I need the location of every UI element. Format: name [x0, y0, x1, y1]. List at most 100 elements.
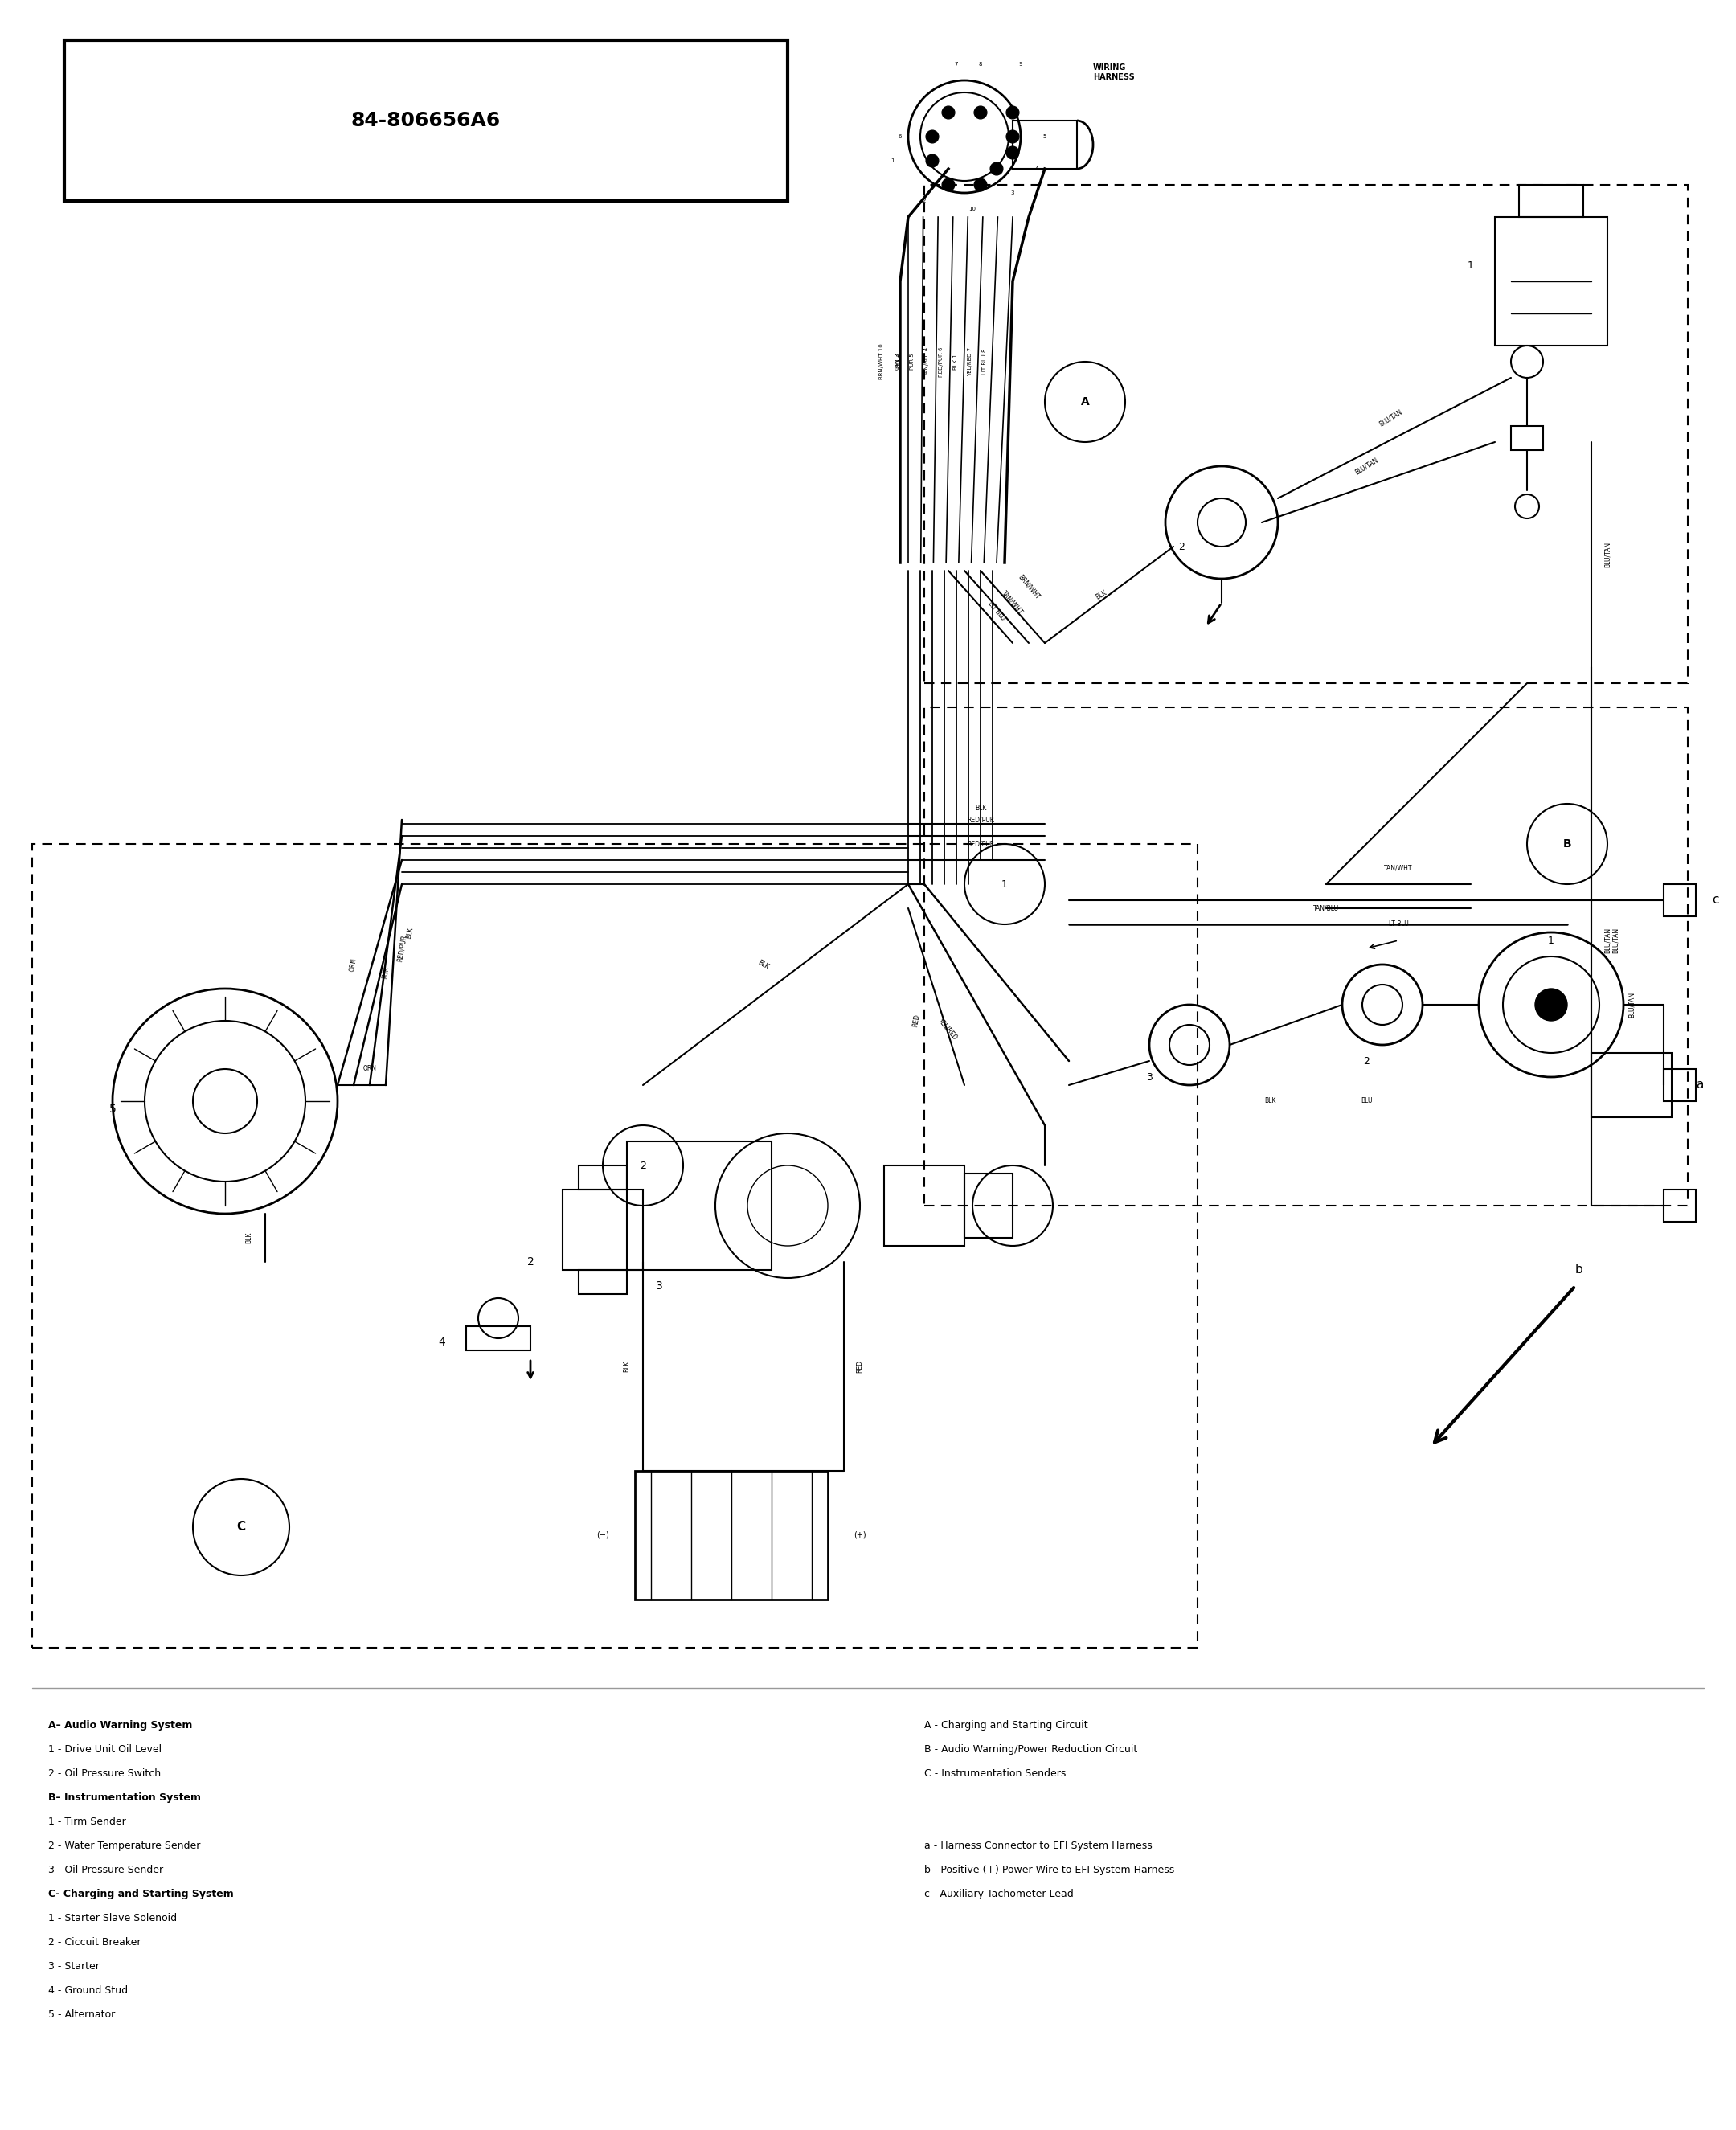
Circle shape — [943, 179, 955, 192]
Text: BLU/TAN: BLU/TAN — [1604, 927, 1611, 954]
Text: PUR 5: PUR 5 — [910, 354, 915, 371]
Text: 3 - Starter: 3 - Starter — [49, 1962, 99, 1972]
Text: 1: 1 — [1549, 935, 1554, 946]
Text: LIT BLU: LIT BLU — [986, 601, 1007, 622]
Text: RED: RED — [911, 1014, 920, 1029]
Text: A– Audio Warning System: A– Audio Warning System — [49, 1721, 193, 1730]
Text: 4: 4 — [439, 1338, 446, 1348]
Bar — [924, 185, 1687, 684]
Text: BLK 1: BLK 1 — [953, 354, 958, 371]
Text: 2: 2 — [528, 1257, 535, 1267]
Text: BLU/TAN: BLU/TAN — [1604, 541, 1611, 567]
Text: BLU/TAN: BLU/TAN — [1611, 927, 1620, 954]
Circle shape — [990, 162, 1003, 175]
Text: GRY 2: GRY 2 — [896, 354, 901, 371]
Bar — [1663, 884, 1696, 916]
Text: BRN/WHT 10: BRN/WHT 10 — [878, 343, 884, 379]
Text: 2 - Water Temperature Sender: 2 - Water Temperature Sender — [49, 1840, 200, 1851]
Text: RED/PUR 6: RED/PUR 6 — [939, 347, 944, 377]
Text: c: c — [1712, 895, 1719, 905]
Text: 2: 2 — [922, 198, 925, 202]
Text: c - Auxiliary Tachometer Lead: c - Auxiliary Tachometer Lead — [924, 1889, 1073, 1900]
Text: C: C — [236, 1521, 245, 1534]
Text: RED/PUR: RED/PUR — [396, 935, 408, 963]
Text: 1: 1 — [891, 158, 894, 164]
Circle shape — [1535, 988, 1568, 1020]
Bar — [627, 1142, 771, 1269]
Text: A: A — [1082, 396, 1088, 407]
Text: BLK: BLK — [1094, 588, 1108, 601]
Text: LT BLU: LT BLU — [1389, 920, 1408, 929]
Text: BRN/WHT: BRN/WHT — [1017, 573, 1042, 601]
Bar — [1663, 1069, 1696, 1101]
Bar — [64, 40, 788, 200]
Text: BLU: BLU — [1361, 1097, 1371, 1105]
Text: 9: 9 — [1019, 62, 1023, 66]
Text: 1 - Tirm Sender: 1 - Tirm Sender — [49, 1817, 127, 1828]
Text: 3: 3 — [1010, 190, 1014, 196]
Bar — [578, 1269, 627, 1295]
Text: LIT BLU 8: LIT BLU 8 — [983, 349, 988, 375]
Text: 7: 7 — [955, 62, 958, 66]
Text: b - Positive (+) Power Wire to EFI System Harness: b - Positive (+) Power Wire to EFI Syste… — [924, 1864, 1175, 1874]
Text: ORN: ORN — [363, 1065, 377, 1074]
Text: 5 - Alternator: 5 - Alternator — [49, 2009, 115, 2019]
Text: RED/PUR: RED/PUR — [967, 816, 995, 824]
Circle shape — [974, 179, 988, 192]
Text: C - Instrumentation Senders: C - Instrumentation Senders — [924, 1768, 1066, 1779]
Circle shape — [925, 130, 939, 143]
Bar — [1592, 1052, 1672, 1118]
Bar — [467, 1327, 531, 1350]
Bar — [1510, 426, 1543, 449]
Text: YEL/RED 7: YEL/RED 7 — [967, 347, 972, 377]
Text: PUR: PUR — [382, 965, 391, 980]
Bar — [33, 843, 1198, 1649]
Text: ORN: ORN — [349, 956, 358, 971]
Bar — [965, 1174, 1012, 1238]
Text: B - Audio Warning/Power Reduction Circuit: B - Audio Warning/Power Reduction Circui… — [924, 1744, 1137, 1755]
Text: 3: 3 — [656, 1280, 663, 1291]
Text: BLU/TAN: BLU/TAN — [1378, 409, 1403, 428]
Text: RED/PUR: RED/PUR — [967, 841, 995, 848]
Circle shape — [1007, 130, 1019, 143]
Text: 5: 5 — [1043, 134, 1047, 138]
Bar — [1012, 121, 1076, 168]
Text: B: B — [1562, 839, 1571, 850]
Text: BLK: BLK — [974, 805, 986, 812]
Text: 6: 6 — [898, 134, 903, 138]
Text: BLK: BLK — [245, 1231, 253, 1244]
Text: BLU/TAN: BLU/TAN — [1628, 993, 1635, 1018]
Text: RED: RED — [856, 1359, 863, 1374]
Text: 2 - Oil Pressure Switch: 2 - Oil Pressure Switch — [49, 1768, 161, 1779]
Bar — [578, 1165, 627, 1189]
Text: 10: 10 — [969, 207, 976, 211]
Bar — [1495, 217, 1608, 345]
Text: 1 - Drive Unit Oil Level: 1 - Drive Unit Oil Level — [49, 1744, 161, 1755]
Text: 2: 2 — [641, 1161, 646, 1172]
Text: 5: 5 — [109, 1103, 116, 1114]
Circle shape — [1007, 106, 1019, 119]
Circle shape — [974, 106, 988, 119]
Bar — [924, 707, 1687, 1206]
Circle shape — [1007, 147, 1019, 160]
Text: a: a — [1696, 1080, 1703, 1091]
Text: TAN/BLU 4: TAN/BLU 4 — [924, 347, 929, 377]
Text: TAN/WHT: TAN/WHT — [1384, 865, 1413, 871]
Text: BLK: BLK — [1264, 1097, 1276, 1105]
Text: 4: 4 — [1035, 166, 1038, 170]
Text: 3: 3 — [1146, 1071, 1153, 1082]
Bar — [635, 1472, 828, 1600]
Text: 3 - Oil Pressure Sender: 3 - Oil Pressure Sender — [49, 1864, 163, 1874]
Bar — [1519, 185, 1583, 217]
Text: BLU/TAN: BLU/TAN — [1354, 456, 1378, 477]
Text: 84-806656A6: 84-806656A6 — [351, 111, 500, 130]
Text: 2 - Ciccuit Breaker: 2 - Ciccuit Breaker — [49, 1936, 141, 1947]
Text: TAN/WHT: TAN/WHT — [1000, 590, 1024, 616]
Bar — [562, 1189, 642, 1269]
Text: 1: 1 — [1002, 880, 1009, 890]
Text: b: b — [1575, 1263, 1583, 1276]
Circle shape — [925, 153, 939, 166]
Circle shape — [943, 106, 955, 119]
Bar — [1663, 1189, 1696, 1223]
Text: BLK: BLK — [404, 927, 415, 939]
